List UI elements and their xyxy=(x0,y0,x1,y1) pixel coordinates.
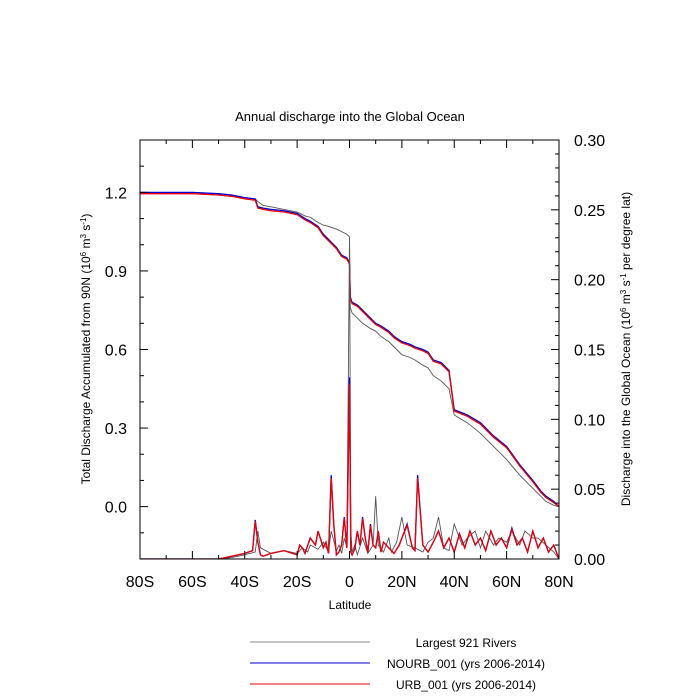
x-tick-label: 60S xyxy=(178,574,206,591)
y-left-tick-label: 0.9 xyxy=(105,264,127,281)
y-left-tick-label: 0.6 xyxy=(105,343,127,360)
x-tick-label: 0 xyxy=(345,574,354,591)
tick-labels: 80S 60S 40S 20S 0 20N 40N 60N 80N 0.0 0.3 0.6 0.9 1.2… xyxy=(105,133,605,591)
x-tick-label: 40N xyxy=(440,574,469,591)
plot-frame xyxy=(139,139,560,560)
series-line-1 xyxy=(140,191,559,508)
plot-area xyxy=(140,191,559,559)
y-left-tick-label: 1.2 xyxy=(105,185,127,202)
axis-ticks xyxy=(139,139,560,560)
x-tick-label: 20N xyxy=(387,574,416,591)
y-right-tick-label: 0.15 xyxy=(574,343,605,360)
series-line-0 xyxy=(140,193,559,508)
y-axis-left-label: Total Discharge Accumulated from 90N (10… xyxy=(79,214,94,485)
y-right-tick-label: 0.10 xyxy=(574,412,605,429)
legend: Largest 921 Rivers NOURB_001 (yrs 2006-20… xyxy=(250,636,545,692)
y-right-tick-label: 0.00 xyxy=(574,552,605,569)
y-left-tick-label: 0.3 xyxy=(105,421,127,438)
x-tick-label: 20S xyxy=(283,574,311,591)
y-axis-right-label: Discharge into the Global Ocean (106 m3 … xyxy=(619,192,634,506)
x-tick-label: 80S xyxy=(126,574,154,591)
x-tick-label: 40S xyxy=(231,574,259,591)
y-left-tick-label: 0.0 xyxy=(105,500,127,517)
series-line-5 xyxy=(140,384,559,559)
x-tick-label: 60N xyxy=(492,574,521,591)
chart-title: Annual discharge into the Global Ocean xyxy=(235,109,465,124)
legend-label: Largest 921 Rivers xyxy=(416,636,517,650)
y-right-tick-label: 0.30 xyxy=(574,133,605,150)
y-right-tick-label: 0.20 xyxy=(574,273,605,290)
x-tick-label: 80N xyxy=(544,574,573,591)
legend-label: URB_001 (yrs 2006-2014) xyxy=(396,678,536,692)
x-axis-label: Latitude xyxy=(329,598,372,612)
y-right-tick-label: 0.25 xyxy=(574,203,605,220)
legend-label: NOURB_001 (yrs 2006-2014) xyxy=(387,657,545,671)
y-right-tick-label: 0.05 xyxy=(574,482,605,499)
series-line-2 xyxy=(140,193,559,508)
